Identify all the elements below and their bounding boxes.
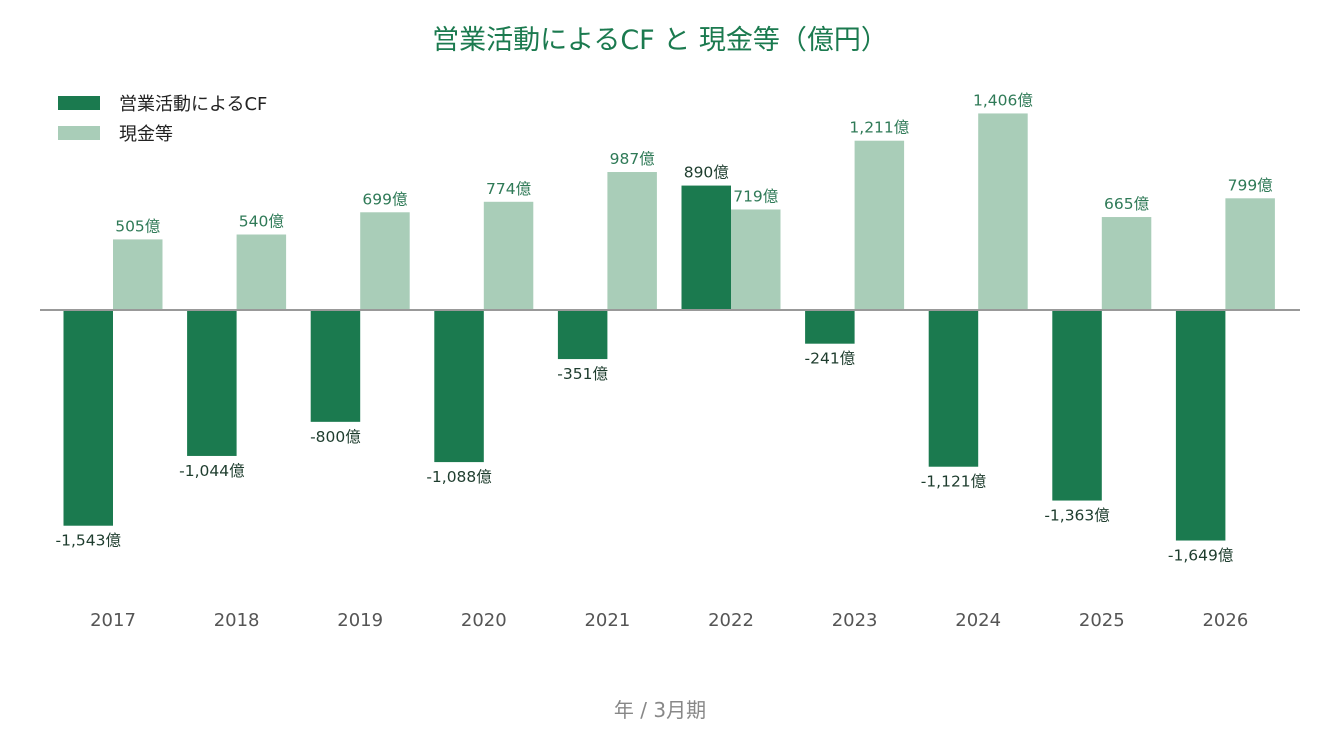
- data-label-cf-2026: -1,649億: [1168, 547, 1233, 565]
- bar-cf-2021: [557, 310, 608, 360]
- x-tick-2019: 2019: [337, 610, 383, 631]
- bar-cash-2018: [236, 234, 287, 310]
- bar-cf-2022: [681, 185, 731, 310]
- data-label-cash-2020: 774億: [486, 180, 531, 198]
- x-tick-2023: 2023: [832, 610, 878, 631]
- data-label-cash-2023: 1,211億: [849, 119, 909, 137]
- data-label-cash-2022: 719億: [733, 187, 778, 205]
- legend-item-cash: 現金等: [58, 118, 267, 148]
- bar-cf-2025: [1052, 310, 1102, 501]
- data-label-cf-2019: -800億: [310, 428, 361, 446]
- bar-cf-2019: [310, 310, 361, 422]
- bar-cash-2024: [978, 113, 1028, 311]
- bar-cash-2025: [1101, 217, 1152, 310]
- bar-cf-2023: [805, 310, 855, 344]
- bar-cash-2020: [483, 201, 534, 310]
- data-label-cf-2018: -1,044億: [179, 462, 244, 480]
- data-label-cf-2024: -1,121億: [921, 473, 986, 491]
- x-tick-2026: 2026: [1202, 610, 1248, 631]
- legend-item-cf: 営業活動によるCF: [58, 88, 267, 118]
- legend-label-cf: 営業活動によるCF: [119, 94, 268, 115]
- bar-cf-2020: [434, 310, 484, 463]
- x-tick-2017: 2017: [90, 610, 136, 631]
- bar-cash-2026: [1225, 198, 1275, 310]
- bar-cash-2019: [360, 212, 410, 310]
- data-label-cash-2018: 540億: [239, 213, 284, 231]
- x-tick-2020: 2020: [461, 610, 507, 631]
- data-label-cash-2019: 699億: [362, 190, 407, 208]
- legend-swatch-cash: [58, 126, 100, 140]
- chart-title: 営業活動によるCF と 現金等（億円）: [432, 25, 888, 56]
- bar-cash-2022: [731, 209, 781, 310]
- x-tick-2022: 2022: [708, 610, 754, 631]
- data-label-cf-2025: -1,363億: [1044, 507, 1109, 525]
- data-label-cash-2025: 665億: [1104, 195, 1149, 213]
- x-axis-title: 年 / 3月期: [613, 698, 707, 722]
- legend: 営業活動によるCF 現金等: [58, 88, 267, 148]
- bar-cash-2017: [113, 239, 163, 310]
- bar-cash-2021: [607, 172, 657, 310]
- legend-swatch-cf: [58, 96, 100, 110]
- data-label-cf-2020: -1,088億: [426, 468, 491, 486]
- bar-cf-2026: [1175, 310, 1226, 541]
- data-label-cash-2017: 505億: [115, 217, 160, 235]
- x-tick-2024: 2024: [955, 610, 1001, 631]
- legend-label-cash: 現金等: [119, 124, 173, 145]
- x-tick-2025: 2025: [1079, 610, 1125, 631]
- x-tick-2018: 2018: [214, 610, 260, 631]
- bar-cash-2023: [854, 140, 905, 310]
- data-label-cf-2017: -1,543億: [56, 532, 121, 550]
- x-tick-2021: 2021: [584, 610, 630, 631]
- data-label-cash-2026: 799億: [1228, 176, 1273, 194]
- data-label-cf-2023: -241億: [805, 350, 856, 368]
- data-label-cash-2024: 1,406億: [973, 91, 1033, 109]
- data-label-cf-2022: 890億: [684, 164, 729, 182]
- bar-cf-2024: [928, 310, 979, 467]
- bar-cf-2018: [187, 310, 237, 456]
- data-label-cash-2021: 987億: [610, 150, 655, 168]
- data-label-cf-2021: -351億: [557, 365, 608, 383]
- bar-cf-2017: [63, 310, 113, 526]
